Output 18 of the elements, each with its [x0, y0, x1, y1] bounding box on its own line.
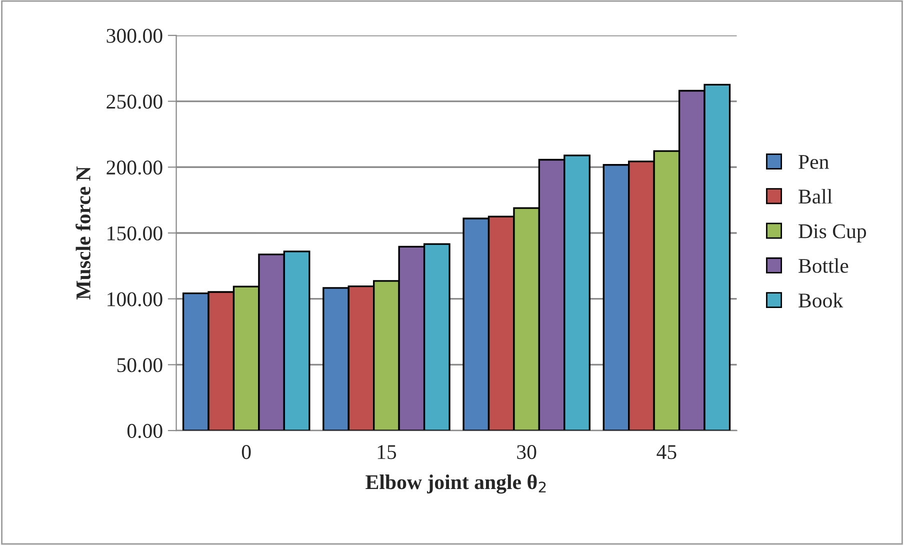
legend-label: Bottle	[798, 258, 848, 273]
y-tick-label: 250.00	[106, 94, 162, 109]
y-tick-label: 50.00	[117, 358, 162, 372]
legend-label: Ball	[798, 188, 832, 204]
y-tick-label: 150.00	[108, 226, 162, 241]
y-axis-title: Muscle force N	[76, 166, 90, 300]
x-tick-label: 15	[378, 445, 396, 460]
legend-label: Book	[798, 292, 844, 308]
x-tick-label: 0	[242, 445, 251, 460]
y-tick-label: 100.00	[108, 292, 162, 306]
legend-label: Dis Cup	[798, 224, 866, 242]
y-tick-label: 0.00	[127, 424, 162, 438]
y-tick-label: 300.00	[106, 28, 162, 43]
x-tick-label: 45	[656, 445, 676, 460]
y-tick-label: 200.00	[106, 160, 162, 175]
legend-label: Pen	[798, 155, 829, 169]
x-axis-title: Elbow joint angle θ$_{2}$	[366, 474, 546, 494]
x-tick-label: 30	[517, 445, 536, 460]
